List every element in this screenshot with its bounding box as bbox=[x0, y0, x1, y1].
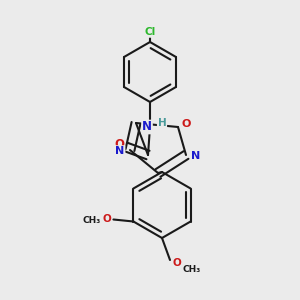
Text: O: O bbox=[114, 139, 124, 152]
Text: N: N bbox=[116, 146, 124, 156]
Text: N: N bbox=[142, 121, 152, 134]
Text: H: H bbox=[158, 118, 166, 128]
Text: N: N bbox=[191, 151, 201, 161]
Text: CH₃: CH₃ bbox=[183, 266, 201, 274]
Text: O: O bbox=[181, 119, 191, 129]
Text: Cl: Cl bbox=[144, 27, 156, 37]
Text: O: O bbox=[102, 214, 111, 224]
Text: CH₃: CH₃ bbox=[82, 216, 100, 225]
Text: O: O bbox=[172, 258, 182, 268]
